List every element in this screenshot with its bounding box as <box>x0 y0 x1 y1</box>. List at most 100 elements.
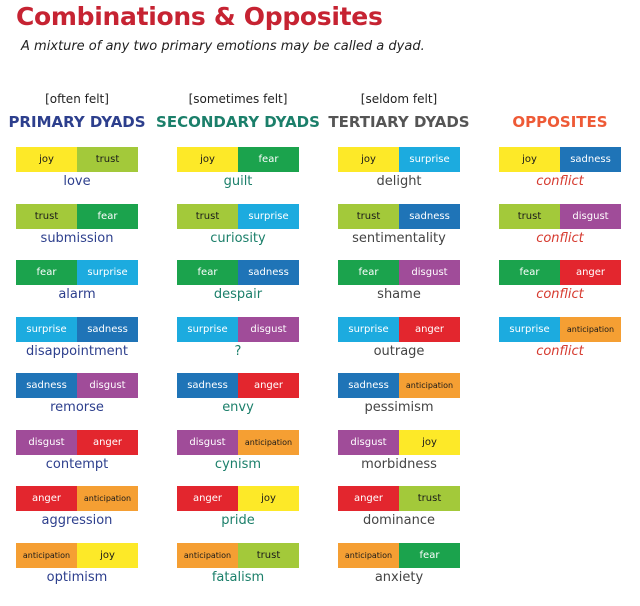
emotion-pair: joy trust <box>16 147 138 172</box>
dyad-item: fear sadness despair <box>177 260 299 302</box>
dyad-name: guilt <box>223 174 253 189</box>
dyad-name: conflict <box>536 343 584 359</box>
emotion-chip-trust: trust <box>177 203 238 229</box>
emotion-chip-trust: trust <box>16 203 77 229</box>
emotion-chip-joy: joy <box>177 147 238 172</box>
dyad-name: disappointment <box>25 343 128 359</box>
emotion-chip-fear: fear <box>499 260 560 285</box>
dyad-name: outrage <box>373 343 425 359</box>
emotion-chip-sadness: sadness <box>560 147 621 172</box>
dyad-name: curiosity <box>210 230 266 246</box>
dyad-item: anger anticipation aggression <box>16 486 138 528</box>
dyad-item: disgust joy morbidness <box>338 429 460 472</box>
emotion-chip-anger: anger <box>16 486 77 511</box>
emotion-pair: disgust joy <box>338 429 460 455</box>
emotion-chip-anger: anger <box>338 486 399 511</box>
dyad-item: trust disgust conflict <box>499 203 621 246</box>
emotion-chip-fear: fear <box>177 260 238 285</box>
dyad-name: shame <box>377 287 421 302</box>
emotion-chip-sadness: sadness <box>177 373 238 398</box>
frequency-label: [sometimes felt] <box>188 92 288 106</box>
emotion-pair: fear disgust <box>338 260 460 285</box>
emotion-chip-anticipation: anticipation <box>338 542 399 568</box>
dyad-name: cynism <box>214 456 262 472</box>
dyad-item: sadness anger envy <box>177 373 299 415</box>
dyad-item: joy surprise delight <box>338 147 460 189</box>
emotion-chip-disgust: disgust <box>238 316 299 342</box>
dyad-name: optimism <box>46 569 108 585</box>
dyad-name: aggression <box>41 513 113 528</box>
emotion-chip-trust: trust <box>499 203 560 229</box>
emotion-pair: trust fear <box>16 203 138 229</box>
emotion-pair: joy surprise <box>338 147 460 172</box>
dyad-name: contempt <box>45 456 109 472</box>
emotion-chip-surprise: surprise <box>16 316 77 342</box>
dyad-item: sadness disgust remorse <box>16 373 138 415</box>
dyad-item: anticipation trust fatalism <box>177 542 299 585</box>
emotion-chip-fear: fear <box>16 260 77 285</box>
emotion-pair: anger anticipation <box>16 486 138 511</box>
emotion-chip-joy: joy <box>338 147 399 172</box>
emotion-chip-anticipation: anticipation <box>399 373 460 398</box>
emotion-chip-sadness: sadness <box>238 260 299 285</box>
emotion-chip-surprise: surprise <box>399 147 460 172</box>
emotion-chip-anticipation: anticipation <box>77 486 138 511</box>
dyad-name: remorse <box>50 400 104 415</box>
dyad-name: despair <box>213 287 263 302</box>
emotion-pair: surprise anger <box>338 316 460 342</box>
dyad-name: alarm <box>58 287 96 302</box>
emotion-chip-anticipation: anticipation <box>560 316 621 342</box>
page-title: Combinations & Opposites <box>16 2 383 31</box>
dyad-name: pessimism <box>364 400 434 415</box>
emotion-chip-trust: trust <box>338 203 399 229</box>
emotion-chip-joy: joy <box>77 542 138 568</box>
frequency-label: [seldom felt] <box>360 92 438 106</box>
emotion-chip-disgust: disgust <box>16 429 77 455</box>
emotion-chip-joy: joy <box>16 147 77 172</box>
emotion-pair: surprise disgust <box>177 316 299 342</box>
emotion-chip-joy: joy <box>238 486 299 511</box>
emotion-chip-joy: joy <box>499 147 560 172</box>
dyad-name: pride <box>221 513 255 528</box>
emotion-pair: trust disgust <box>499 203 621 229</box>
emotion-chip-disgust: disgust <box>177 429 238 455</box>
dyad-item: surprise anger outrage <box>338 316 460 359</box>
dyad-item: anticipation fear anxiety <box>338 542 460 585</box>
emotion-pair: fear surprise <box>16 260 138 285</box>
dyad-item: anticipation joy optimism <box>16 542 138 585</box>
emotion-pair: disgust anger <box>16 429 138 455</box>
emotion-chip-disgust: disgust <box>560 203 621 229</box>
dyad-item: sadness anticipation pessimism <box>338 373 460 415</box>
emotion-chip-fear: fear <box>399 542 460 568</box>
dyad-item: joy trust love <box>16 147 138 189</box>
emotion-chip-surprise: surprise <box>77 260 138 285</box>
emotion-chip-surprise: surprise <box>177 316 238 342</box>
dyad-item: fear disgust shame <box>338 260 460 302</box>
dyad-item: surprise sadness disappointment <box>16 316 138 359</box>
emotion-chip-joy: joy <box>399 429 460 455</box>
emotion-chip-fear: fear <box>338 260 399 285</box>
emotion-pair: anger joy <box>177 486 299 511</box>
emotion-chip-anticipation: anticipation <box>238 429 299 455</box>
emotion-pair: fear sadness <box>177 260 299 285</box>
dyad-name: submission <box>40 230 114 246</box>
emotion-pair: surprise anticipation <box>499 316 621 342</box>
column-heading: PRIMARY DYADS <box>8 113 146 131</box>
emotion-pair: anticipation trust <box>177 542 299 568</box>
dyad-name: morbidness <box>361 456 437 472</box>
dyad-name: conflict <box>536 230 584 246</box>
dyad-item: fear surprise alarm <box>16 260 138 302</box>
dyad-name: delight <box>376 174 422 189</box>
column-heading: SECONDARY DYADS <box>156 113 320 131</box>
emotion-chip-fear: fear <box>77 203 138 229</box>
emotion-chip-trust: trust <box>399 486 460 511</box>
dyad-name: love <box>63 174 91 189</box>
column-heading: OPPOSITES <box>512 113 608 131</box>
dyad-name: conflict <box>536 287 584 302</box>
emotion-pair: sadness anticipation <box>338 373 460 398</box>
emotion-chip-surprise: surprise <box>238 203 299 229</box>
emotion-pair: sadness disgust <box>16 373 138 398</box>
emotion-chip-trust: trust <box>77 147 138 172</box>
emotion-pair: anticipation fear <box>338 542 460 568</box>
emotion-chip-anger: anger <box>177 486 238 511</box>
